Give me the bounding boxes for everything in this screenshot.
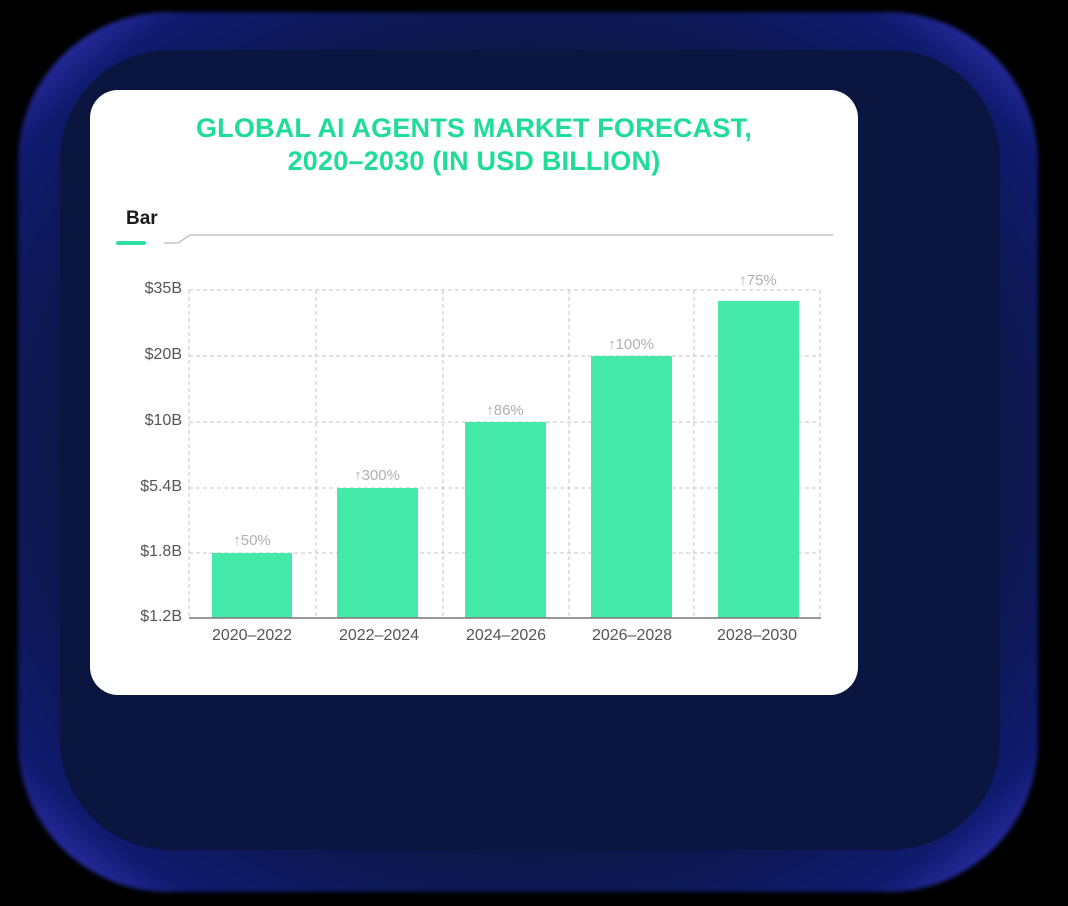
x-tick: 2026–2028 [591,627,673,644]
x-tick: 2028–2030 [716,627,798,644]
growth-label: ↑300% [354,467,400,484]
growth-label: ↑86% [486,402,524,419]
x-tick: 2020–2022 [211,627,293,644]
growth-label: ↑50% [233,532,271,549]
x-tick: 2022–2024 [338,627,420,644]
bar-2020-2022 [212,553,292,618]
y-tick: $10B [144,412,182,429]
growth-label: ↑100% [608,336,654,353]
bar-chart [188,289,821,619]
tab-active-indicator [116,241,146,245]
y-tick: $5.4B [140,478,182,495]
title-line-2: 2020–2030 (IN USD BILLION) [287,146,661,176]
y-tick: $1.8B [140,543,182,560]
y-tick: $35B [144,280,182,297]
bar-2028-2030 [718,301,799,618]
y-tick: $20B [144,346,182,363]
growth-label: ↑75% [739,272,777,289]
y-tick: $1.2B [140,608,182,625]
bar-2026-2028 [591,356,672,618]
title-line-1: GLOBAL AI AGENTS MARKET FORECAST, [195,113,753,143]
tab-divider [164,234,833,244]
chart-card: GLOBAL AI AGENTS MARKET FORECAST, 2020–2… [90,90,858,695]
chart-title: GLOBAL AI AGENTS MARKET FORECAST, 2020–2… [90,112,858,178]
bar-2024-2026 [465,422,546,618]
bar-2022-2024 [337,488,418,618]
bars [212,301,799,618]
x-tick: 2024–2026 [465,627,547,644]
tab-bar[interactable]: Bar [126,208,158,229]
